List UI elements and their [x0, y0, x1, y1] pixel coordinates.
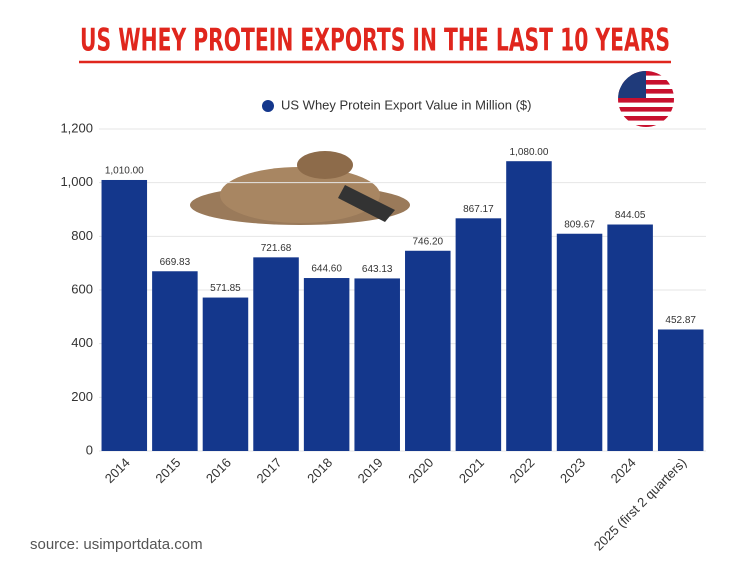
value-label: 452.87 — [665, 315, 696, 326]
value-label: 644.60 — [311, 264, 342, 275]
value-label: 867.17 — [463, 204, 494, 215]
x-tick-label: 2022 — [506, 455, 537, 486]
value-label: 721.68 — [261, 243, 292, 254]
x-tick-label: 2016 — [203, 455, 234, 486]
y-tick-label: 1,200 — [60, 120, 93, 135]
x-tick-label: 2014 — [102, 455, 133, 486]
bar — [253, 257, 299, 451]
source: source: usimportdata.com — [30, 536, 203, 553]
bar — [303, 278, 350, 451]
x-tick-label: 2018 — [304, 455, 335, 486]
bar — [405, 250, 451, 451]
chart-title: US WHEY PROTEIN EXPORTS IN THE LAST 10 Y… — [80, 23, 670, 59]
bar — [657, 329, 704, 451]
value-label: 669.83 — [160, 257, 191, 268]
value-label: 1,080.00 — [509, 147, 548, 158]
y-tick-label: 600 — [71, 281, 93, 296]
bar — [202, 297, 249, 451]
value-label: 1,010.00 — [105, 166, 144, 177]
bar — [556, 233, 603, 451]
bar — [506, 161, 552, 451]
us-flag — [618, 71, 674, 127]
bar — [152, 271, 198, 451]
y-tick-label: 1,000 — [60, 174, 93, 189]
protein-powder-image — [190, 151, 410, 225]
x-tick-label: 2020 — [405, 455, 436, 486]
bar — [455, 218, 502, 451]
value-label: 746.20 — [412, 236, 443, 247]
x-tick-label: 2019 — [355, 455, 386, 486]
value-label: 643.13 — [362, 264, 393, 275]
bar — [354, 278, 400, 451]
value-label: 844.05 — [615, 210, 646, 221]
y-tick-label: 400 — [71, 335, 93, 350]
y-tick-label: 200 — [71, 389, 93, 404]
legend-marker — [262, 100, 274, 112]
x-tick-label: 2015 — [152, 455, 183, 486]
y-tick-label: 0 — [86, 442, 93, 457]
value-label: 571.85 — [210, 283, 241, 294]
bar — [607, 224, 653, 451]
x-tick-label: 2024 — [608, 455, 639, 486]
x-tick-label: 2017 — [254, 455, 285, 486]
x-tick-label: 2021 — [456, 455, 487, 486]
x-tick-label: 2023 — [557, 455, 588, 486]
bar — [101, 179, 148, 451]
legend-label: US Whey Protein Export Value in Million … — [281, 97, 531, 112]
y-tick-label: 800 — [71, 228, 93, 243]
x-tick-label: 2025 (first 2 quarters) — [591, 455, 689, 553]
value-label: 809.67 — [564, 219, 595, 230]
